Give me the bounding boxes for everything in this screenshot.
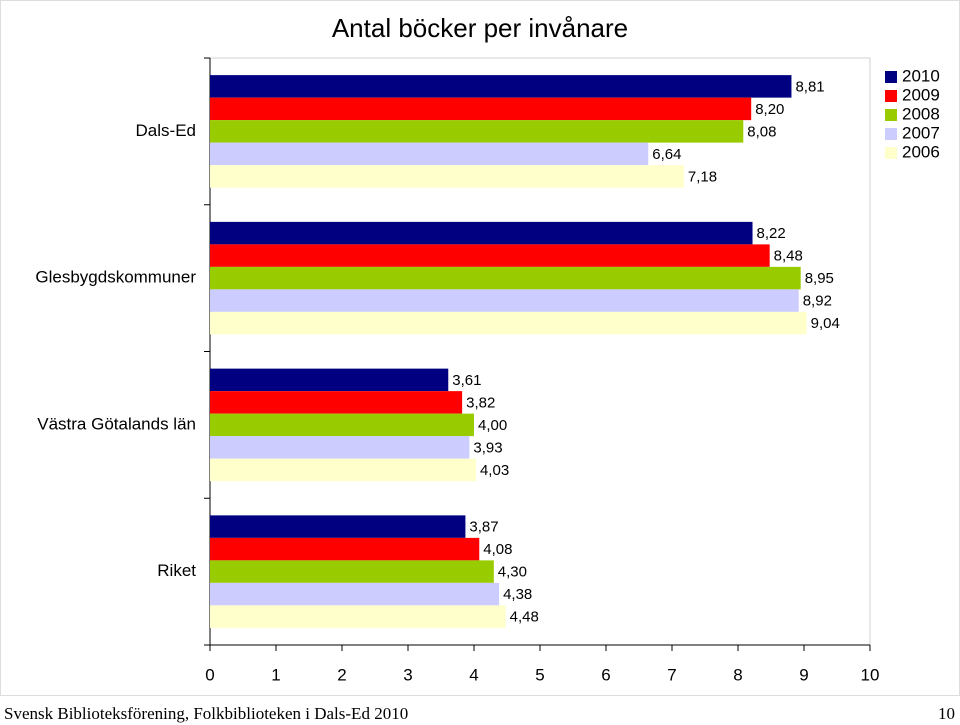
legend-label: 2007	[902, 123, 940, 142]
value-label: 3,87	[469, 519, 498, 536]
footer-text: Svensk Biblioteksförening, Folkbibliotek…	[4, 704, 408, 723]
bar	[210, 289, 799, 312]
value-label: 8,20	[755, 101, 784, 118]
x-tick-label: 6	[601, 665, 610, 684]
legend-label: 2008	[902, 104, 940, 123]
x-tick-label: 5	[535, 665, 544, 684]
bar	[210, 436, 470, 459]
x-tick-label: 10	[861, 665, 880, 684]
value-label: 8,22	[757, 225, 786, 242]
bar	[210, 97, 752, 121]
bar	[210, 75, 792, 98]
x-tick-label: 0	[205, 665, 214, 684]
bar	[210, 582, 500, 606]
x-tick-label: 4	[469, 665, 478, 684]
x-tick-label: 7	[667, 665, 676, 684]
bar	[210, 221, 753, 245]
value-label: 8,48	[774, 248, 803, 265]
legend-swatch	[885, 147, 897, 159]
bar	[210, 165, 684, 188]
value-label: 3,93	[473, 439, 502, 456]
bar	[210, 605, 506, 628]
x-tick-label: 9	[799, 665, 808, 684]
bar	[210, 537, 480, 561]
x-tick-label: 2	[337, 665, 346, 684]
category-label: Västra Götalands län	[37, 414, 196, 433]
value-label: 4,48	[510, 609, 539, 626]
value-label: 8,95	[805, 270, 834, 287]
legend-label: 2009	[902, 85, 940, 104]
bar	[210, 244, 770, 267]
bar	[210, 266, 801, 290]
bar	[210, 368, 449, 392]
value-label: 8,92	[803, 293, 832, 310]
legend-swatch	[885, 128, 897, 140]
value-label: 4,08	[483, 541, 512, 558]
bar	[210, 560, 494, 583]
legend-swatch	[885, 90, 897, 102]
legend-label: 2006	[902, 142, 940, 161]
bar	[210, 142, 649, 166]
x-tick-label: 1	[271, 665, 280, 684]
value-label: 4,38	[503, 586, 532, 603]
value-label: 4,03	[480, 462, 509, 479]
value-label: 8,08	[747, 123, 776, 140]
value-label: 9,04	[811, 315, 840, 332]
legend-swatch	[885, 109, 897, 121]
page-number: 10	[938, 704, 955, 723]
x-tick-label: 8	[733, 665, 742, 684]
value-label: 4,00	[478, 417, 507, 434]
legend-label: 2010	[902, 66, 940, 85]
x-tick-label: 3	[403, 665, 412, 684]
category-label: Riket	[157, 561, 196, 580]
bar	[210, 413, 474, 437]
value-label: 7,18	[688, 168, 717, 185]
value-label: 4,30	[498, 564, 527, 581]
bar	[210, 515, 466, 538]
chart-title: Antal böcker per invånare	[332, 13, 628, 43]
category-label: Glesbygdskommuner	[35, 268, 196, 287]
value-label: 3,82	[466, 394, 495, 411]
legend-swatch	[885, 71, 897, 83]
bar	[210, 311, 807, 335]
bar	[210, 391, 463, 414]
value-label: 6,64	[652, 146, 681, 163]
category-label: Dals-Ed	[136, 121, 196, 140]
value-label: 3,61	[452, 372, 481, 389]
bar	[210, 458, 476, 482]
bar	[210, 120, 744, 143]
value-label: 8,81	[795, 78, 824, 95]
